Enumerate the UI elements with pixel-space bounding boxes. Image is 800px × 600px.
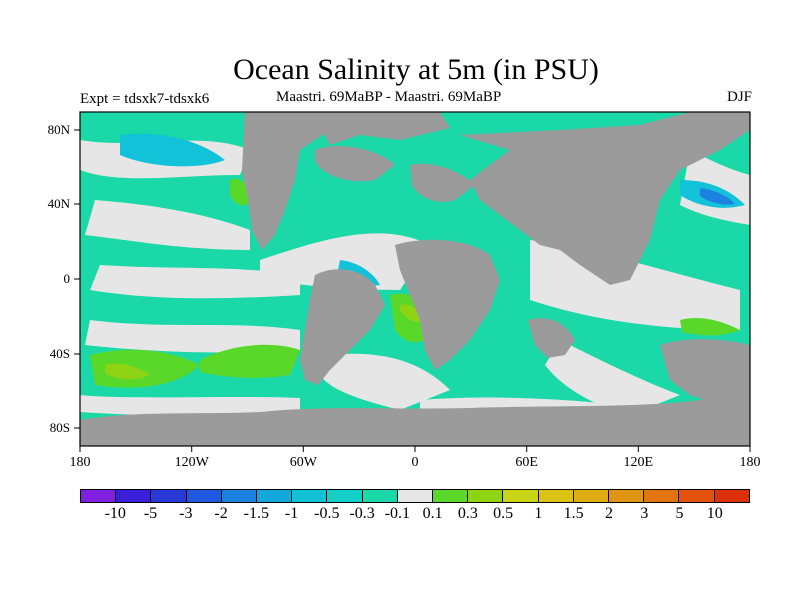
colorbar-swatch <box>327 490 363 502</box>
colorbar-label: -0.3 <box>349 505 375 522</box>
lime-patch <box>400 304 425 322</box>
neutral-region <box>85 200 250 250</box>
colorbar-label: -3 <box>179 505 193 522</box>
colorbar-swatch <box>468 490 504 502</box>
y-tick-label: 80N <box>47 122 70 137</box>
land-south-america <box>300 269 385 385</box>
colorbar-label: -0.1 <box>384 505 411 522</box>
colorbar-label: 0.1 <box>422 505 443 522</box>
y-tick-label: 40S <box>49 346 70 361</box>
green-patch <box>680 318 740 336</box>
y-tick-label: 0 <box>63 271 71 286</box>
x-tick-label: 0 <box>411 455 419 470</box>
colorbar-label: -10 <box>104 505 126 522</box>
x-tick-label: 180 <box>739 455 761 470</box>
season-label: DJF <box>726 89 752 105</box>
colorbar-swatch <box>186 490 222 502</box>
colorbar-label: 1.5 <box>563 505 584 522</box>
blue-patch <box>700 188 735 205</box>
colorbar-swatch <box>679 490 715 502</box>
land-north-america <box>242 112 330 250</box>
colorbar-label: 10 <box>706 505 723 522</box>
land-europe <box>410 163 475 202</box>
colorbar-swatch <box>81 490 117 502</box>
neutral-region <box>545 340 680 415</box>
green-patch <box>90 349 200 388</box>
period-label: Maastri. 69MaBP - Maastri. 69MaBP <box>276 89 502 105</box>
colorbar-swatch <box>433 490 469 502</box>
colorbar-label: 0.5 <box>493 505 514 522</box>
colorbar-label: 0.3 <box>457 505 478 522</box>
x-tick-label: 60W <box>289 455 317 470</box>
colorbar-swatch <box>362 490 398 502</box>
colorbar-swatch <box>397 490 434 502</box>
green-patch <box>200 344 300 378</box>
land-asia <box>460 112 750 285</box>
colorbar-swatch <box>151 490 187 502</box>
land-australia <box>660 339 750 405</box>
colorbar-label: 5 <box>675 505 684 522</box>
colorbar-swatch <box>609 490 645 502</box>
colorbar-swatch <box>573 490 610 502</box>
neutral-region <box>320 353 450 410</box>
colorbar-label: -2 <box>214 505 228 522</box>
x-tick-label: 60E <box>515 455 538 470</box>
land-greenland <box>315 145 395 182</box>
land-arctic <box>312 112 450 145</box>
lime-patch <box>105 363 150 380</box>
colorbar-swatch <box>538 490 574 502</box>
colorbar-label: 1 <box>534 505 543 522</box>
x-tick-label: 120E <box>623 455 654 470</box>
colorbar-swatch <box>116 490 152 502</box>
colorbar-label: -0.5 <box>314 505 340 522</box>
colorbar <box>80 489 750 503</box>
land-antarctica <box>80 395 750 446</box>
x-tick-label: 180 <box>69 455 91 470</box>
colorbar-swatch <box>714 490 749 502</box>
neutral-region <box>80 395 300 417</box>
land-africa <box>395 239 500 370</box>
neutral-region <box>90 265 300 299</box>
colorbar-swatch <box>644 490 680 502</box>
y-tick-label: 80S <box>49 420 70 435</box>
colorbar-label: -1 <box>284 505 299 522</box>
colorbar-label: 2 <box>604 505 613 522</box>
colorbar-swatch <box>221 490 258 502</box>
colorbar-label: -5 <box>143 505 158 522</box>
colorbar-swatch <box>503 490 539 502</box>
colorbar-swatch <box>292 490 328 502</box>
y-tick-label: 40N <box>47 196 70 211</box>
map-title: Ocean Salinity at 5m (in PSU) <box>233 53 599 86</box>
land-india <box>528 318 575 358</box>
colorbar-label: 3 <box>640 505 649 522</box>
cyan-patch <box>120 133 225 167</box>
colorbar-label: -1.5 <box>243 505 269 522</box>
colorbar-swatch <box>257 490 293 502</box>
x-tick-label: 120W <box>174 455 209 470</box>
neutral-region <box>85 320 300 353</box>
experiment-label: Expt = tdsxk7-tdsxk6 <box>80 91 210 107</box>
